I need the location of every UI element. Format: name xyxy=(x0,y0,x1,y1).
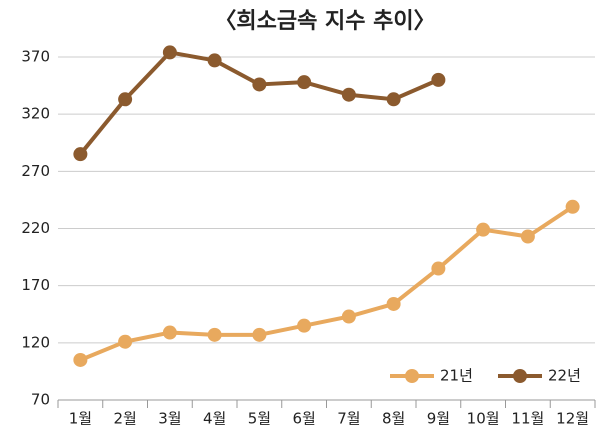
y-tick-label: 320 xyxy=(21,105,50,123)
data-point xyxy=(118,334,133,349)
y-tick-label: 70 xyxy=(31,391,50,409)
data-point xyxy=(341,87,356,102)
data-point xyxy=(341,309,356,324)
data-point xyxy=(520,229,535,244)
y-tick-label: 120 xyxy=(21,333,50,351)
x-tick-label: 4월 xyxy=(203,410,226,428)
y-tick-label: 370 xyxy=(21,48,50,66)
x-tick-label: 12월 xyxy=(556,410,589,428)
chart-title: 〈희소금속 지수 추이〉 xyxy=(214,9,435,34)
series-line xyxy=(78,50,440,156)
data-point xyxy=(118,92,133,107)
data-point xyxy=(565,199,580,214)
legend-marker xyxy=(513,369,527,383)
x-tick-label: 10월 xyxy=(467,410,500,428)
data-point xyxy=(252,327,267,342)
series-line xyxy=(79,205,574,362)
data-point xyxy=(207,327,222,342)
data-point xyxy=(297,318,312,333)
data-point xyxy=(207,53,222,68)
legend-label: 22년 xyxy=(548,367,581,385)
legend-label: 21년 xyxy=(440,367,473,385)
data-point xyxy=(297,75,312,90)
x-tick-label: 11월 xyxy=(511,410,544,428)
data-point xyxy=(252,77,267,92)
y-tick-label: 270 xyxy=(21,162,50,180)
data-point xyxy=(162,325,177,340)
data-point xyxy=(73,352,88,367)
x-tick-label: 5월 xyxy=(248,410,271,428)
data-point xyxy=(73,147,88,162)
x-tick-label: 9월 xyxy=(427,410,450,428)
data-point xyxy=(431,261,446,276)
y-tick-label: 170 xyxy=(21,276,50,294)
data-point xyxy=(162,45,177,60)
data-point xyxy=(431,72,446,87)
x-tick-label: 6월 xyxy=(292,410,315,428)
y-tick-label: 220 xyxy=(21,219,50,237)
data-point xyxy=(476,222,491,237)
x-tick-label: 3월 xyxy=(158,410,181,428)
x-tick-label: 1월 xyxy=(69,410,92,428)
x-tick-label: 8월 xyxy=(382,410,405,428)
x-tick-label: 2월 xyxy=(113,410,136,428)
data-point xyxy=(386,92,401,107)
x-tick-label: 7월 xyxy=(337,410,360,428)
legend-marker xyxy=(405,369,419,383)
data-point xyxy=(386,296,401,311)
